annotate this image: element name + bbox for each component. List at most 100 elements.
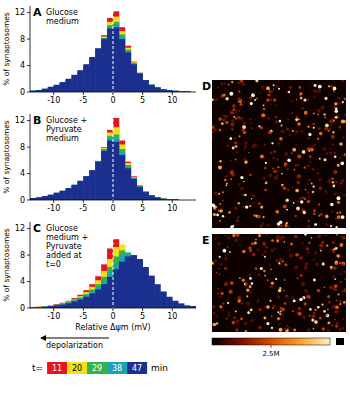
speckle — [231, 128, 234, 131]
y-tick — [27, 92, 30, 93]
speckle — [223, 94, 226, 97]
speckle — [331, 135, 334, 138]
speckle — [329, 127, 331, 129]
speckle — [313, 213, 316, 216]
speckle — [298, 307, 301, 310]
speckle — [239, 103, 242, 106]
histogram-bar — [107, 272, 113, 308]
histogram-bar — [95, 276, 101, 308]
speckle — [260, 154, 264, 158]
speckle — [340, 273, 342, 275]
histogram-bar — [72, 185, 78, 200]
histogram-bar — [107, 138, 113, 200]
speckle — [257, 215, 261, 219]
x-axis-title: Relative Δψm (mV) — [75, 323, 150, 332]
speckle — [239, 80, 242, 83]
speckle — [294, 164, 297, 167]
speckle — [213, 124, 215, 126]
speckle — [254, 241, 257, 244]
histogram-bar — [72, 185, 78, 200]
speckle — [260, 225, 263, 228]
histogram-bar — [72, 185, 78, 200]
title-line: Glucose — [46, 224, 78, 233]
speckle — [229, 290, 233, 294]
x-tick — [172, 308, 173, 311]
speckle — [281, 308, 285, 312]
speckle — [264, 167, 266, 169]
speckle — [307, 328, 311, 332]
speckle — [235, 117, 237, 119]
histogram-bar — [113, 17, 119, 92]
histogram-bar — [137, 185, 143, 200]
speckle — [244, 322, 248, 326]
speckle — [232, 147, 235, 150]
speckle — [265, 182, 268, 185]
histogram-bar — [143, 191, 149, 200]
speckle — [302, 242, 304, 244]
micrograph — [212, 234, 346, 332]
speckle — [302, 315, 305, 318]
histogram-bar — [107, 27, 113, 92]
histogram-bar — [113, 22, 119, 92]
histogram-bar — [143, 192, 149, 200]
speckle — [275, 116, 277, 118]
histogram-bar — [101, 264, 107, 308]
speckle — [215, 207, 217, 209]
speckle — [343, 301, 346, 304]
speckle — [328, 85, 330, 87]
histogram-bar — [113, 11, 119, 92]
speckle — [238, 216, 239, 217]
speckle — [257, 273, 260, 276]
speckle — [314, 170, 315, 171]
speckle — [295, 189, 299, 193]
histogram-bar — [155, 87, 161, 92]
speckle — [307, 112, 309, 114]
speckle — [249, 249, 251, 251]
speckle — [282, 185, 284, 187]
speckle — [273, 247, 276, 250]
speckle — [278, 88, 280, 90]
speckle — [281, 259, 284, 262]
speckle — [328, 302, 330, 304]
speckle — [243, 131, 246, 134]
y-tick-label: 4 — [20, 277, 25, 286]
histogram-bar — [54, 304, 60, 308]
speckle — [308, 242, 310, 244]
speckle — [335, 261, 338, 264]
speckle — [342, 236, 345, 239]
legend-unit: min — [151, 363, 168, 373]
speckle — [337, 196, 341, 200]
speckle — [304, 302, 307, 305]
histogram-bar — [72, 298, 78, 308]
speckle — [287, 158, 291, 162]
x-tick-label: 10 — [167, 204, 177, 213]
histogram-bar — [72, 299, 78, 308]
speckle — [314, 251, 317, 254]
speckle — [313, 89, 317, 93]
x-tick — [113, 308, 114, 311]
speckle — [232, 321, 236, 325]
speckle — [279, 80, 281, 81]
y-tick — [27, 12, 30, 13]
speckle — [335, 218, 337, 220]
speckle — [284, 327, 287, 330]
speckle — [243, 101, 245, 103]
histogram-bar — [101, 271, 107, 308]
histogram-bar — [95, 49, 101, 92]
speckle — [266, 181, 268, 183]
histogram-bar — [95, 289, 101, 308]
histogram-bar — [48, 195, 54, 200]
histogram-bar — [60, 191, 66, 200]
speckle — [253, 202, 255, 204]
y-tick — [27, 200, 30, 201]
speckle — [294, 235, 298, 239]
speckle — [212, 305, 215, 309]
speckle — [275, 210, 279, 214]
speckle — [286, 188, 289, 191]
speckle — [219, 296, 221, 298]
speckle — [240, 117, 243, 120]
histogram-bar — [66, 301, 72, 308]
speckle — [233, 116, 235, 118]
histogram-bar — [89, 170, 95, 200]
speckle — [335, 305, 339, 309]
